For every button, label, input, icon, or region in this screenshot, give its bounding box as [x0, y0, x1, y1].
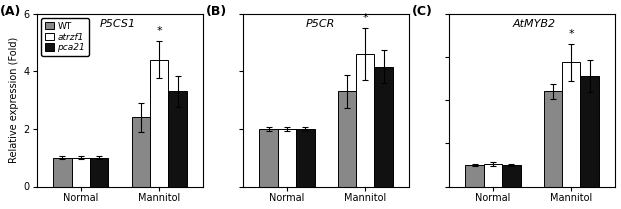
Bar — [543, 91, 562, 186]
Bar — [465, 165, 484, 186]
Bar — [484, 164, 502, 186]
Text: *: * — [568, 29, 574, 39]
Bar — [90, 158, 109, 186]
Bar — [168, 91, 187, 186]
Bar — [260, 129, 278, 186]
Text: *: * — [363, 13, 368, 23]
Bar — [53, 158, 71, 186]
Bar — [338, 91, 356, 186]
Text: AtMYB2: AtMYB2 — [512, 19, 555, 29]
Text: P5CR: P5CR — [306, 19, 335, 29]
Text: (A): (A) — [0, 5, 21, 18]
Bar — [278, 129, 296, 186]
Bar — [356, 54, 374, 186]
Text: (B): (B) — [206, 5, 227, 18]
Bar — [581, 76, 599, 186]
Text: *: * — [156, 26, 162, 36]
Bar — [71, 158, 90, 186]
Bar — [374, 67, 393, 186]
Bar — [132, 117, 150, 186]
Bar — [150, 60, 168, 186]
Text: (C): (C) — [412, 5, 433, 18]
Bar — [562, 62, 581, 186]
Y-axis label: Relative expression (Fold): Relative expression (Fold) — [9, 37, 19, 163]
Bar — [296, 129, 315, 186]
Text: P5CS1: P5CS1 — [100, 19, 136, 29]
Bar — [502, 165, 520, 186]
Legend: WT, atrzf1, pca21: WT, atrzf1, pca21 — [41, 18, 89, 56]
